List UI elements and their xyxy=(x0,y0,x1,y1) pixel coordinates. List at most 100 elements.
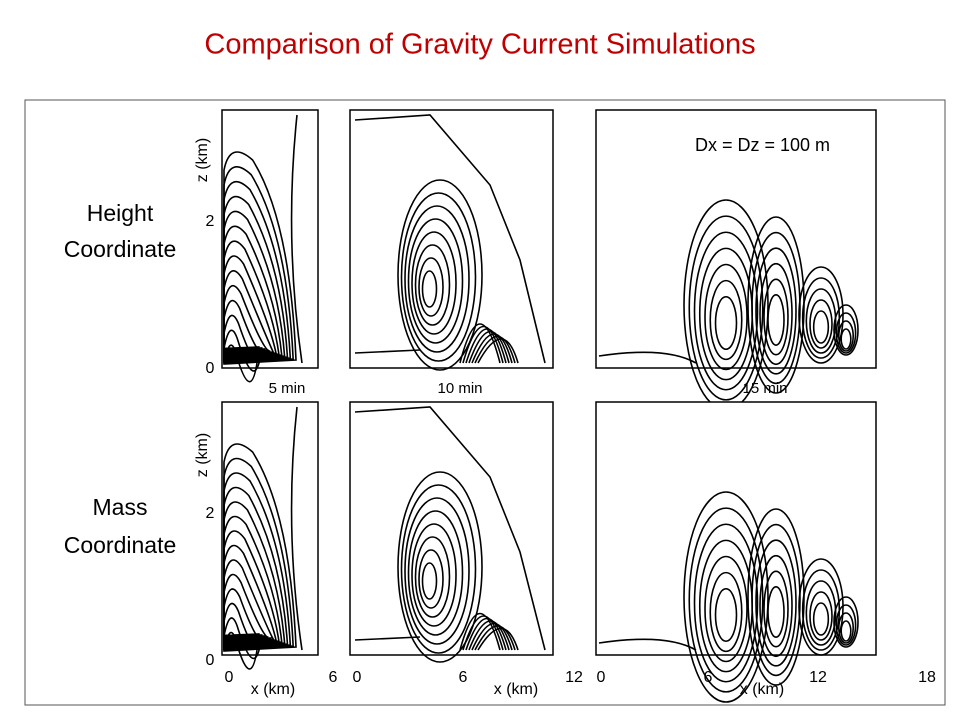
contour xyxy=(709,279,743,361)
contour xyxy=(759,262,793,366)
contour xyxy=(835,604,857,646)
contour xyxy=(223,457,294,651)
contour xyxy=(223,270,275,356)
z-tick-label: 2 xyxy=(206,213,215,230)
contour xyxy=(835,312,857,354)
contour xyxy=(354,406,546,651)
contour xyxy=(223,486,289,649)
z-axis-label: z (km) xyxy=(194,138,211,182)
annotation: Dx = Dz = 100 m xyxy=(695,135,830,155)
row-label: Coordinate xyxy=(64,532,177,558)
contour xyxy=(767,586,785,638)
contour xyxy=(223,515,283,646)
contour xyxy=(704,263,748,371)
contour xyxy=(840,620,852,642)
row-label: Mass xyxy=(93,494,148,520)
contour xyxy=(755,247,797,375)
contour xyxy=(223,210,286,361)
x-axis-label: x (km) xyxy=(251,681,295,698)
contour xyxy=(223,631,260,670)
frame xyxy=(24,99,946,706)
contour xyxy=(693,231,759,391)
contour xyxy=(759,554,793,658)
contour xyxy=(354,114,546,364)
contour xyxy=(837,320,854,352)
contour xyxy=(805,288,837,354)
contour xyxy=(809,299,833,349)
contour xyxy=(755,539,797,667)
contour xyxy=(223,166,294,364)
time-label: 15 min xyxy=(742,380,787,397)
contour xyxy=(805,580,837,646)
contour xyxy=(459,613,501,651)
contour xyxy=(812,310,830,344)
contour xyxy=(840,328,852,350)
contour xyxy=(704,555,748,663)
contour xyxy=(683,491,769,703)
contour xyxy=(223,344,260,383)
time-label: 5 min xyxy=(269,380,306,397)
contour xyxy=(471,622,513,651)
contour xyxy=(833,304,859,356)
contour xyxy=(411,231,457,335)
row-label: Height xyxy=(87,200,154,226)
contour xyxy=(404,497,470,645)
contour xyxy=(477,627,519,651)
x-tick-label: 6 xyxy=(459,669,468,686)
contour xyxy=(474,335,516,364)
z-axis-label: z (km) xyxy=(194,433,211,477)
panel xyxy=(349,401,554,656)
z-tick-label: 2 xyxy=(206,505,215,522)
contour xyxy=(223,544,277,644)
contour xyxy=(354,349,421,354)
contour xyxy=(414,536,451,618)
contour xyxy=(400,484,477,654)
contour xyxy=(223,530,280,645)
contour xyxy=(223,617,263,660)
contour xyxy=(471,333,513,364)
contour xyxy=(763,278,789,356)
contour xyxy=(688,507,764,693)
contour xyxy=(407,510,464,636)
contour xyxy=(411,523,457,627)
x-axis-label: x (km) xyxy=(494,681,538,698)
contour xyxy=(688,215,764,401)
time-label: 10 min xyxy=(437,380,482,397)
contour xyxy=(465,328,507,364)
contour xyxy=(397,471,483,663)
contour xyxy=(400,192,477,362)
contour xyxy=(290,114,303,364)
contour xyxy=(798,266,844,364)
contour xyxy=(223,501,286,648)
contour xyxy=(693,523,759,683)
contour xyxy=(459,323,501,364)
contour xyxy=(354,636,421,641)
contour xyxy=(477,338,519,364)
slide-title: Comparison of Gravity Current Simulation… xyxy=(204,29,755,61)
contour xyxy=(709,571,743,653)
panel xyxy=(221,109,319,369)
contour xyxy=(223,588,269,643)
contour xyxy=(809,591,833,641)
z-tick-label: 0 xyxy=(206,360,215,377)
contour xyxy=(223,195,289,362)
contour xyxy=(465,617,507,651)
contour xyxy=(223,314,266,363)
panel xyxy=(349,109,554,369)
contour xyxy=(468,330,510,364)
contour xyxy=(798,558,844,656)
contour xyxy=(598,638,697,651)
contour xyxy=(418,257,444,317)
contour xyxy=(812,602,830,636)
x-tick-label: 6 xyxy=(329,669,338,686)
panels xyxy=(221,109,877,703)
contour xyxy=(290,406,303,651)
contour xyxy=(833,596,859,648)
contour xyxy=(468,620,510,651)
contour xyxy=(598,351,697,364)
x-tick-label: 18 xyxy=(918,669,936,686)
contour xyxy=(223,443,297,652)
contour xyxy=(407,218,464,344)
contour xyxy=(223,180,292,363)
